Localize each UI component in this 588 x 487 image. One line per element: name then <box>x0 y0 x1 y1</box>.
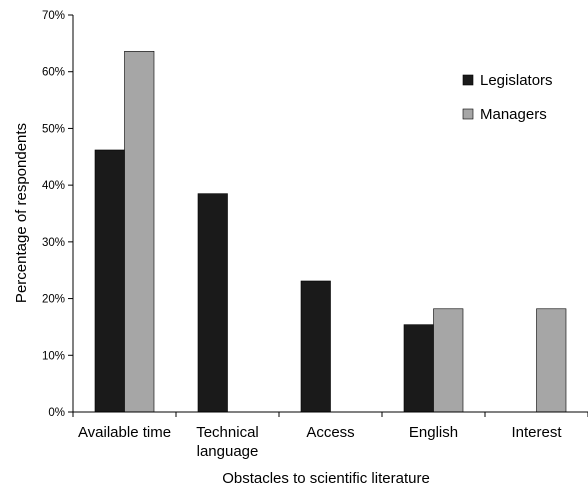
bar-managers <box>124 50 155 413</box>
x-category-label: Interest <box>511 424 562 441</box>
bar-managers <box>536 308 567 413</box>
x-category-label: Access <box>306 424 354 441</box>
y-tick-label: 60% <box>42 67 65 79</box>
x-category-label: Available time <box>78 424 171 441</box>
y-tick-label: 40% <box>42 180 65 192</box>
legend-label-managers: Managers <box>480 106 547 123</box>
bar-legislators <box>94 149 125 413</box>
x-category-label: English <box>409 424 458 441</box>
legend-swatch-managers <box>462 108 474 120</box>
bar-managers <box>433 308 464 413</box>
x-category-label: Technical language <box>196 424 259 460</box>
y-tick-label: 30% <box>42 237 65 249</box>
x-axis-title: Obstacles to scientific literature <box>222 470 430 487</box>
bar-legislators <box>300 280 331 413</box>
bar-legislators <box>403 324 434 413</box>
y-tick-label: 70% <box>42 10 65 22</box>
legend: Legislators Managers <box>462 72 553 123</box>
y-tick-label: 10% <box>42 350 65 362</box>
legend-swatch-legislators <box>462 74 474 86</box>
y-tick-label: 50% <box>42 123 65 135</box>
y-tick-label: 20% <box>42 294 65 306</box>
legend-label-legislators: Legislators <box>480 72 553 89</box>
y-axis-title: Percentage of respondents <box>13 123 30 303</box>
y-tick-label: 0% <box>48 407 65 419</box>
bar-legislators <box>197 193 228 413</box>
